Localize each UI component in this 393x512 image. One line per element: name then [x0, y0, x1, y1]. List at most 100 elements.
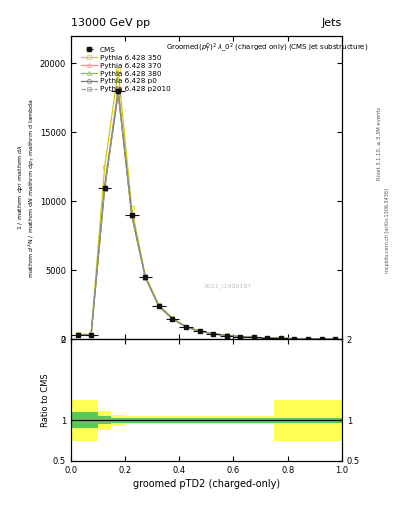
Pythia 6.428 350: [156, 302, 161, 308]
Pythia 6.428 p2010: [89, 332, 94, 338]
Text: 2021_I1920187: 2021_I1920187: [204, 284, 252, 289]
Pythia 6.428 p0: [75, 332, 80, 338]
Pythia 6.428 350: [252, 334, 256, 340]
Pythia 6.428 370: [238, 333, 242, 339]
Pythia 6.428 370: [279, 335, 283, 342]
Pythia 6.428 350: [306, 336, 310, 342]
Text: mcplots.cern.ch [arXiv:1306.3436]: mcplots.cern.ch [arXiv:1306.3436]: [385, 188, 389, 273]
Pythia 6.428 p2010: [197, 328, 202, 334]
Pythia 6.428 370: [102, 182, 107, 188]
Line: Pythia 6.428 350: Pythia 6.428 350: [75, 68, 337, 341]
Pythia 6.428 p0: [197, 328, 202, 334]
Pythia 6.428 p0: [306, 336, 310, 342]
Y-axis label: Ratio to CMS: Ratio to CMS: [41, 373, 50, 427]
Pythia 6.428 p0: [238, 334, 242, 340]
Pythia 6.428 380: [89, 332, 94, 338]
Text: Jets: Jets: [321, 18, 342, 28]
Pythia 6.428 p2010: [102, 186, 107, 192]
Pythia 6.428 p2010: [265, 335, 270, 341]
Pythia 6.428 350: [197, 328, 202, 334]
Pythia 6.428 p2010: [319, 336, 324, 342]
Pythia 6.428 380: [319, 336, 324, 342]
Pythia 6.428 350: [116, 67, 121, 73]
Pythia 6.428 p2010: [279, 335, 283, 342]
Pythia 6.428 350: [75, 331, 80, 337]
Pythia 6.428 380: [197, 328, 202, 334]
Pythia 6.428 350: [265, 335, 270, 341]
Pythia 6.428 370: [184, 324, 188, 330]
Line: Pythia 6.428 380: Pythia 6.428 380: [75, 89, 337, 341]
Pythia 6.428 p0: [129, 212, 134, 218]
Line: Pythia 6.428 p2010: Pythia 6.428 p2010: [75, 92, 337, 342]
Pythia 6.428 p0: [116, 89, 121, 95]
Pythia 6.428 p2010: [238, 334, 242, 340]
Pythia 6.428 p0: [156, 303, 161, 309]
Pythia 6.428 380: [265, 335, 270, 341]
Pythia 6.428 p2010: [143, 274, 148, 281]
Pythia 6.428 370: [197, 328, 202, 334]
Pythia 6.428 p0: [279, 335, 283, 342]
Pythia 6.428 p0: [102, 185, 107, 191]
Pythia 6.428 380: [211, 331, 215, 337]
Pythia 6.428 370: [129, 211, 134, 217]
Pythia 6.428 370: [116, 85, 121, 91]
Pythia 6.428 350: [224, 332, 229, 338]
Pythia 6.428 380: [143, 274, 148, 280]
Text: Rivet 3.1.10, ≥ 3.3M events: Rivet 3.1.10, ≥ 3.3M events: [377, 106, 382, 180]
Pythia 6.428 350: [184, 324, 188, 330]
Pythia 6.428 p0: [333, 336, 338, 342]
Pythia 6.428 370: [333, 336, 338, 342]
Pythia 6.428 350: [102, 164, 107, 170]
Pythia 6.428 p0: [170, 316, 175, 322]
Pythia 6.428 350: [170, 315, 175, 321]
Pythia 6.428 350: [143, 273, 148, 279]
X-axis label: groomed pTD2 (charged-only): groomed pTD2 (charged-only): [133, 479, 280, 489]
Pythia 6.428 350: [238, 333, 242, 339]
Pythia 6.428 380: [238, 333, 242, 339]
Pythia 6.428 380: [333, 336, 338, 342]
Pythia 6.428 350: [211, 331, 215, 337]
Pythia 6.428 370: [224, 332, 229, 338]
Pythia 6.428 350: [292, 335, 297, 342]
Pythia 6.428 p2010: [252, 334, 256, 340]
Pythia 6.428 370: [292, 335, 297, 342]
Pythia 6.428 p0: [265, 335, 270, 341]
Pythia 6.428 350: [129, 205, 134, 211]
Pythia 6.428 380: [279, 335, 283, 342]
Pythia 6.428 370: [75, 331, 80, 337]
Pythia 6.428 380: [224, 332, 229, 338]
Pythia 6.428 p2010: [129, 213, 134, 219]
Pythia 6.428 380: [292, 335, 297, 342]
Pythia 6.428 p2010: [224, 332, 229, 338]
Pythia 6.428 380: [184, 324, 188, 330]
Y-axis label: 1 / mathrm d$p_T$ mathrm d$\lambda$
mathrm $d^2$N / mathrm d$N$ mathrm d$p_T$ ma: 1 / mathrm d$p_T$ mathrm d$\lambda$ math…: [16, 98, 37, 278]
Pythia 6.428 p0: [252, 334, 256, 340]
Pythia 6.428 p2010: [116, 91, 121, 97]
Pythia 6.428 370: [211, 331, 215, 337]
Pythia 6.428 p2010: [184, 324, 188, 330]
Line: Pythia 6.428 p0: Pythia 6.428 p0: [75, 90, 337, 342]
Pythia 6.428 380: [102, 184, 107, 190]
Pythia 6.428 380: [129, 211, 134, 218]
Text: Groomed$(p_T^D)^2\,\lambda\_0^2$ (charged only) (CMS jet substructure): Groomed$(p_T^D)^2\,\lambda\_0^2$ (charge…: [166, 42, 368, 55]
Pythia 6.428 p2010: [75, 332, 80, 338]
Pythia 6.428 p0: [143, 274, 148, 281]
Pythia 6.428 370: [143, 274, 148, 280]
Pythia 6.428 380: [75, 331, 80, 337]
Line: Pythia 6.428 370: Pythia 6.428 370: [75, 86, 337, 341]
Pythia 6.428 p2010: [156, 304, 161, 310]
Pythia 6.428 p0: [184, 324, 188, 330]
Pythia 6.428 380: [306, 336, 310, 342]
Pythia 6.428 p2010: [333, 336, 338, 342]
Pythia 6.428 p0: [292, 335, 297, 342]
Pythia 6.428 p2010: [292, 335, 297, 342]
Pythia 6.428 380: [170, 315, 175, 322]
Pythia 6.428 350: [279, 335, 283, 342]
Legend: CMS, Pythia 6.428 350, Pythia 6.428 370, Pythia 6.428 380, Pythia 6.428 p0, Pyth: CMS, Pythia 6.428 350, Pythia 6.428 370,…: [80, 46, 172, 94]
Pythia 6.428 p2010: [211, 331, 215, 337]
Pythia 6.428 380: [156, 303, 161, 309]
Pythia 6.428 370: [265, 335, 270, 341]
Pythia 6.428 p2010: [306, 336, 310, 342]
Pythia 6.428 370: [156, 303, 161, 309]
Pythia 6.428 350: [89, 331, 94, 337]
